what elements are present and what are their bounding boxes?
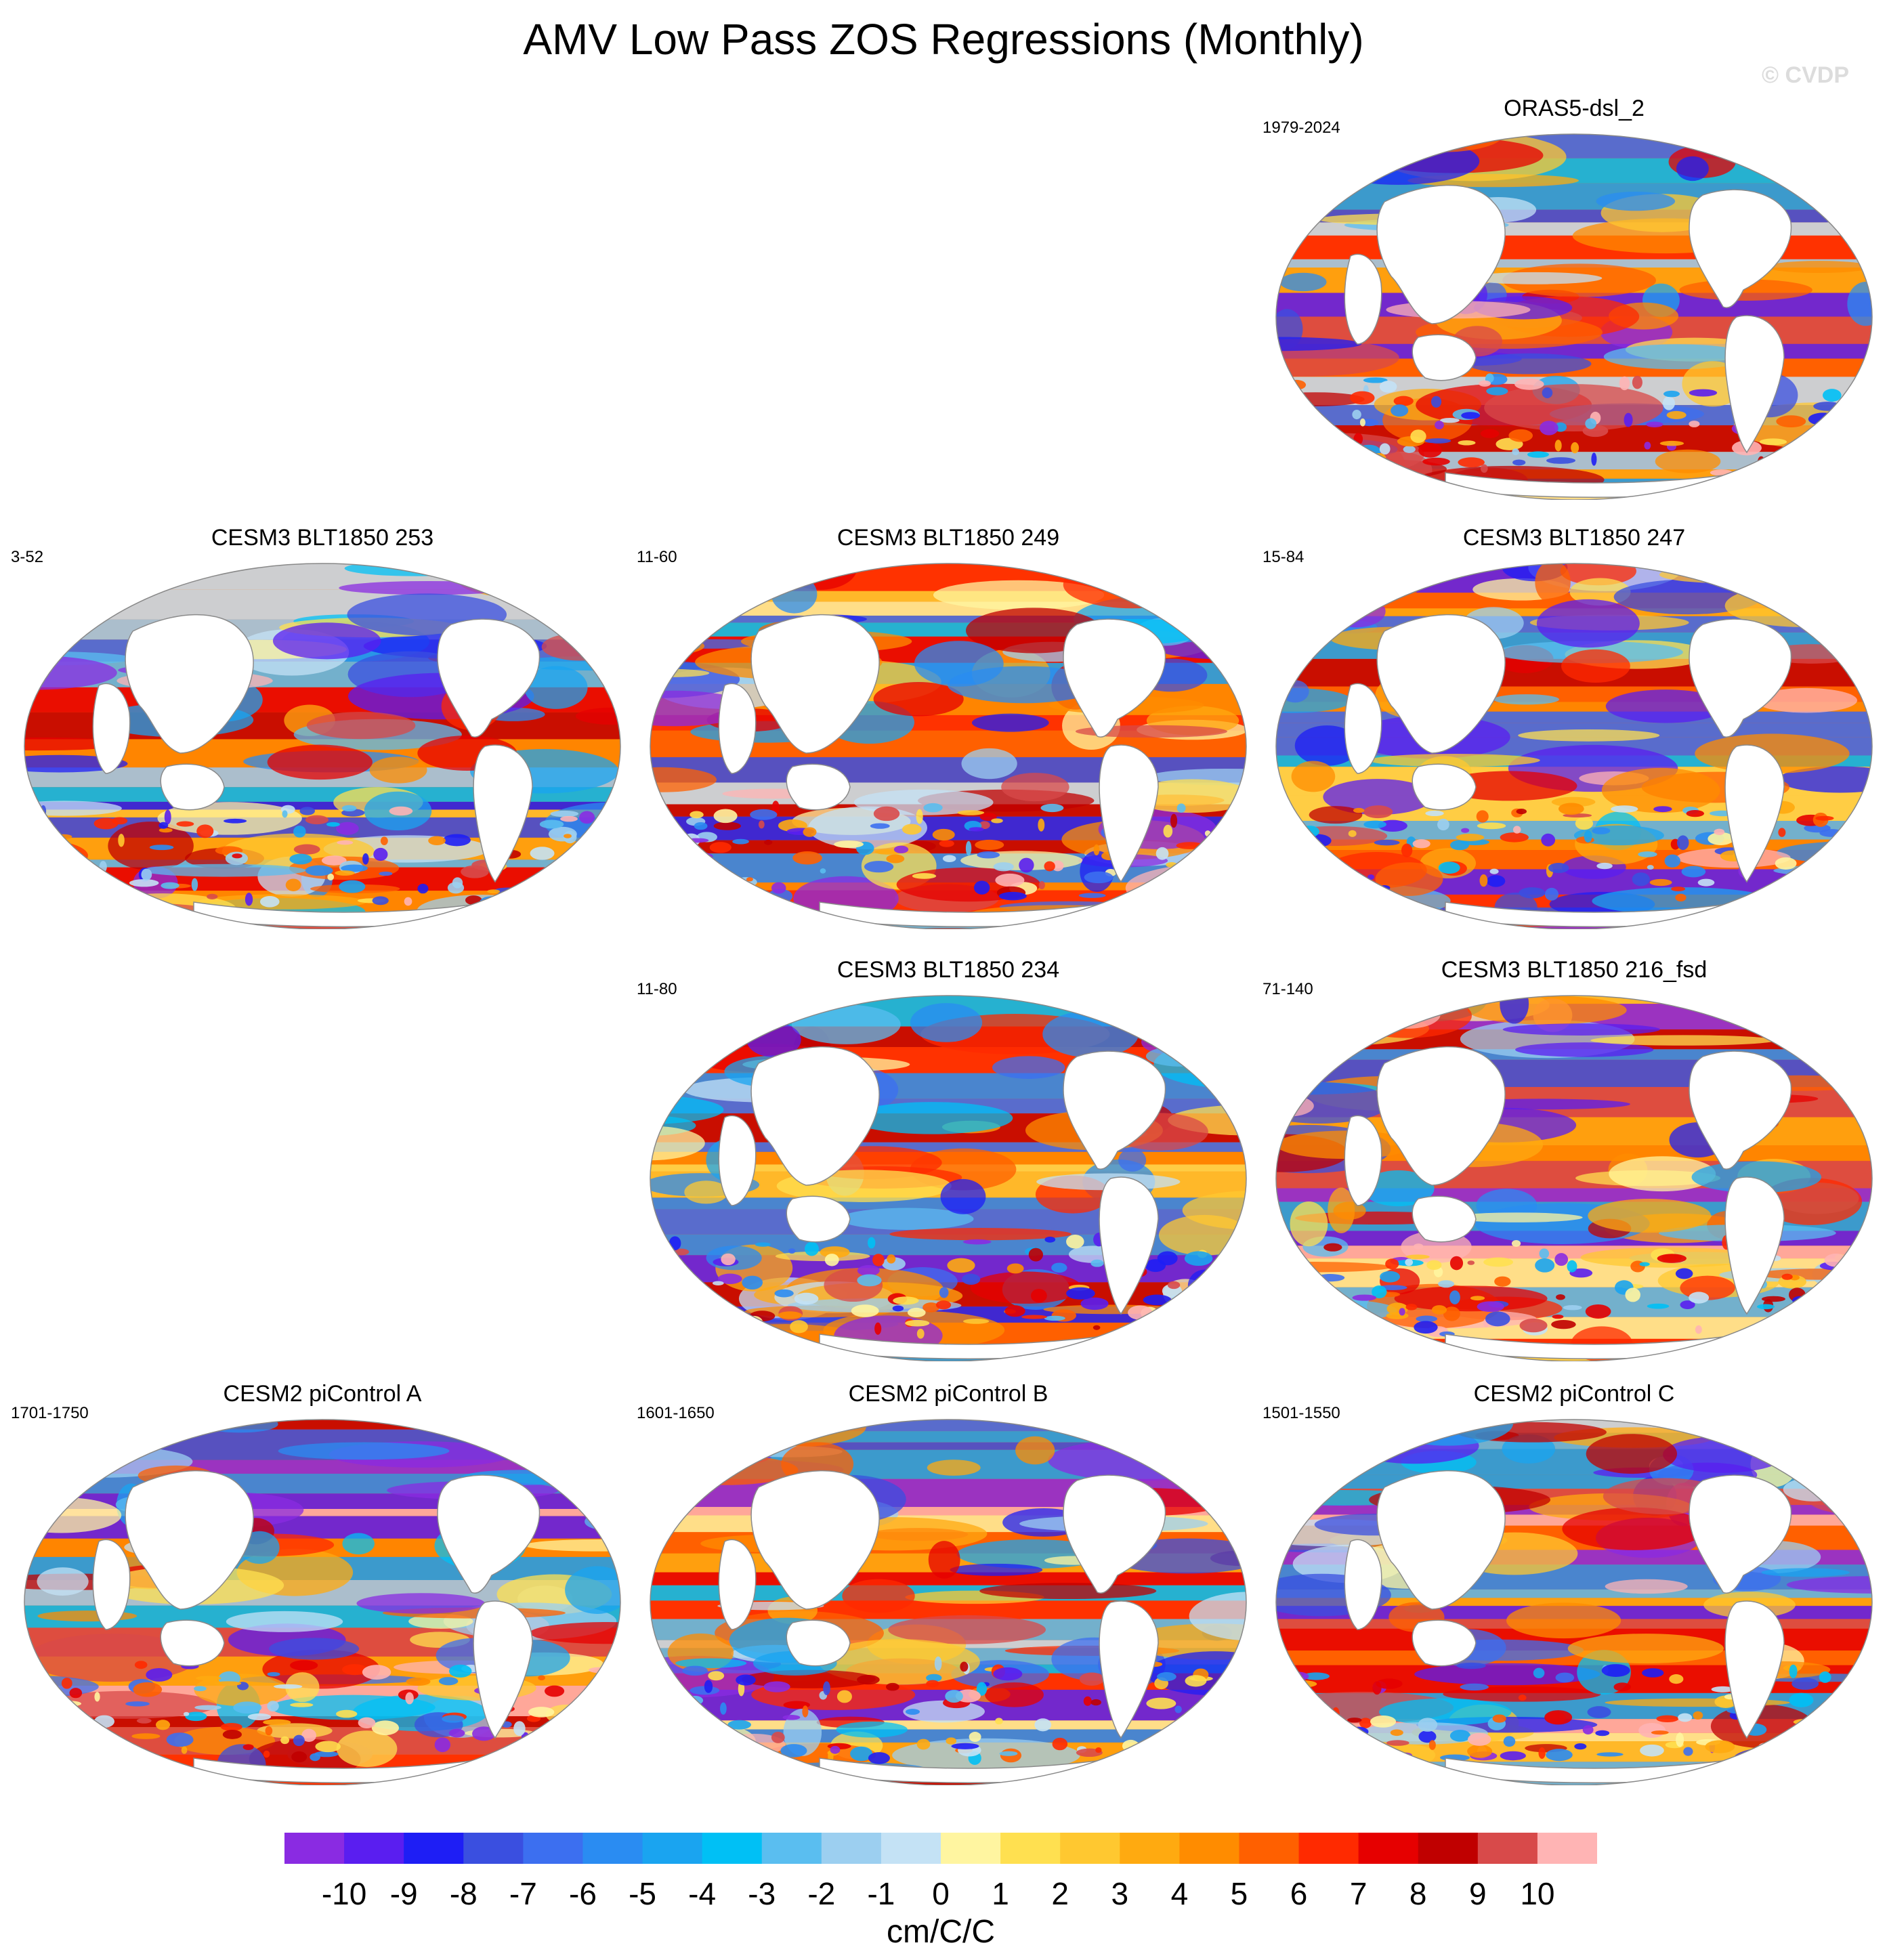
- colorbar-tick-label: 9: [1469, 1876, 1487, 1911]
- colorbar-tick-label: -3: [748, 1876, 776, 1911]
- colorbar: -10 -9 -8 -7 -6 -5 -4 -3 -2 -1 0 1 2 3 4 5 6 7 8 9 10 cm/C/C: [284, 1833, 1597, 1955]
- panel-title: CESM2 piControl C: [1473, 1381, 1675, 1407]
- panel-years: 3-52: [11, 548, 44, 566]
- panel-title: CESM2 piControl B: [848, 1381, 1048, 1407]
- colorbar-tick-label: -7: [509, 1876, 537, 1911]
- map-panel-orasd: ORAS5-dsl_2 1979-2024: [1263, 93, 1886, 527]
- panel-title: ORAS5-dsl_2: [1504, 95, 1645, 121]
- colorbar-tick-label: 0: [932, 1876, 950, 1911]
- colorbar-tick-label: -1: [867, 1876, 895, 1911]
- watermark: © CVDP: [1762, 62, 1849, 88]
- map-pcC: [1275, 1419, 1873, 1785]
- colorbar-swatch: [1000, 1833, 1061, 1864]
- colorbar-tick-label: 8: [1409, 1876, 1427, 1911]
- colorbar-swatch: [1239, 1833, 1300, 1864]
- colorbar-tick-label: -8: [449, 1876, 478, 1911]
- colorbar-swatch: [821, 1833, 882, 1864]
- regression-field: [1276, 996, 1872, 1361]
- colorbar-tick-label: -10: [321, 1876, 367, 1911]
- map-panel-pcA: CESM2 piControl A 1701-1750: [11, 1379, 634, 1812]
- regression-field: [24, 1420, 620, 1785]
- map-b249: [650, 563, 1247, 929]
- panel-years: 11-80: [637, 980, 677, 998]
- map-b216: [1275, 995, 1873, 1361]
- regression-field: [1276, 563, 1872, 929]
- panel-years: 1601-1650: [637, 1404, 715, 1422]
- panel-title: CESM3 BLT1850 253: [211, 525, 434, 551]
- chart-title: AMV Low Pass ZOS Regressions (Monthly): [523, 15, 1364, 64]
- colorbar-swatch: [881, 1833, 941, 1864]
- colorbar-tick-label: 10: [1520, 1876, 1555, 1911]
- colorbar-swatch: [1060, 1833, 1120, 1864]
- colorbar-swatch: [1298, 1833, 1359, 1864]
- colorbar-swatch: [1120, 1833, 1180, 1864]
- colorbar-tick-label: -6: [569, 1876, 597, 1911]
- regression-field: [1276, 1420, 1872, 1785]
- regression-field: [1276, 134, 1872, 500]
- map-panel-b247: CESM3 BLT1850 247 15-84: [1263, 523, 1886, 956]
- colorbar-tick-label: 1: [992, 1876, 1009, 1911]
- colorbar-tick-label: 2: [1051, 1876, 1069, 1911]
- map-b253: [24, 563, 621, 929]
- colorbar-tick-label: -4: [688, 1876, 717, 1911]
- map-panel-pcC: CESM2 piControl C 1501-1550: [1263, 1379, 1886, 1812]
- colorbar-swatch: [642, 1833, 703, 1864]
- colorbar-swatch: [1358, 1833, 1419, 1864]
- map-panel-b216: CESM3 BLT1850 216_fsd 71-140: [1263, 955, 1886, 1388]
- colorbar-tick-label: 5: [1230, 1876, 1248, 1911]
- regression-field: [650, 563, 1246, 929]
- regression-field: [24, 563, 620, 929]
- colorbar-tick-label: -2: [807, 1876, 836, 1911]
- colorbar-unit-label: cm/C/C: [887, 1914, 995, 1950]
- map-b247: [1275, 563, 1873, 929]
- panel-title: CESM3 BLT1850 216_fsd: [1441, 957, 1708, 983]
- colorbar-swatch: [761, 1833, 822, 1864]
- map-pcB: [650, 1419, 1247, 1785]
- map-panel-b253: CESM3 BLT1850 253 3-52: [11, 523, 634, 956]
- colorbar-swatch: [1418, 1833, 1479, 1864]
- panel-years: 11-60: [637, 548, 677, 566]
- panel-title: CESM3 BLT1850 249: [836, 525, 1060, 551]
- colorbar-swatch: [463, 1833, 524, 1864]
- regression-field: [650, 996, 1246, 1361]
- map-b234: [650, 995, 1247, 1361]
- colorbar-tick-label: 6: [1290, 1876, 1308, 1911]
- panel-title: CESM2 piControl A: [223, 1381, 422, 1407]
- map-orasd: [1275, 133, 1873, 500]
- panel-years: 1979-2024: [1263, 119, 1340, 137]
- colorbar-swatch: [404, 1833, 464, 1864]
- panel-title: CESM3 BLT1850 247: [1462, 525, 1686, 551]
- colorbar-swatch: [582, 1833, 643, 1864]
- map-panel-b249: CESM3 BLT1850 249 11-60: [637, 523, 1260, 956]
- colorbar-tick-label: 7: [1349, 1876, 1367, 1911]
- map-panel-pcB: CESM2 piControl B 1601-1650: [637, 1379, 1260, 1812]
- map-panel-b234: CESM3 BLT1850 234 11-80: [637, 955, 1260, 1388]
- map-pcA: [24, 1419, 621, 1785]
- colorbar-swatch: [1179, 1833, 1239, 1864]
- colorbar-swatch: [344, 1833, 404, 1864]
- colorbar-swatch: [284, 1833, 345, 1864]
- panel-years: 15-84: [1263, 548, 1305, 566]
- colorbar-swatches: [284, 1833, 1597, 1864]
- colorbar-tick-label: -5: [629, 1876, 656, 1911]
- colorbar-swatch: [702, 1833, 763, 1864]
- colorbar-swatch: [523, 1833, 583, 1864]
- colorbar-tick-label: -9: [389, 1876, 418, 1911]
- colorbar-tick-label: 3: [1111, 1876, 1129, 1911]
- panel-years: 71-140: [1263, 980, 1313, 998]
- colorbar-swatch: [1477, 1833, 1538, 1864]
- panel-years: 1501-1550: [1263, 1404, 1340, 1422]
- colorbar-tick-label: 4: [1170, 1876, 1189, 1911]
- panel-years: 1701-1750: [11, 1404, 89, 1422]
- colorbar-swatch: [1537, 1833, 1597, 1864]
- colorbar-swatch: [941, 1833, 1001, 1864]
- panel-title: CESM3 BLT1850 234: [836, 957, 1060, 983]
- regression-field: [650, 1420, 1246, 1785]
